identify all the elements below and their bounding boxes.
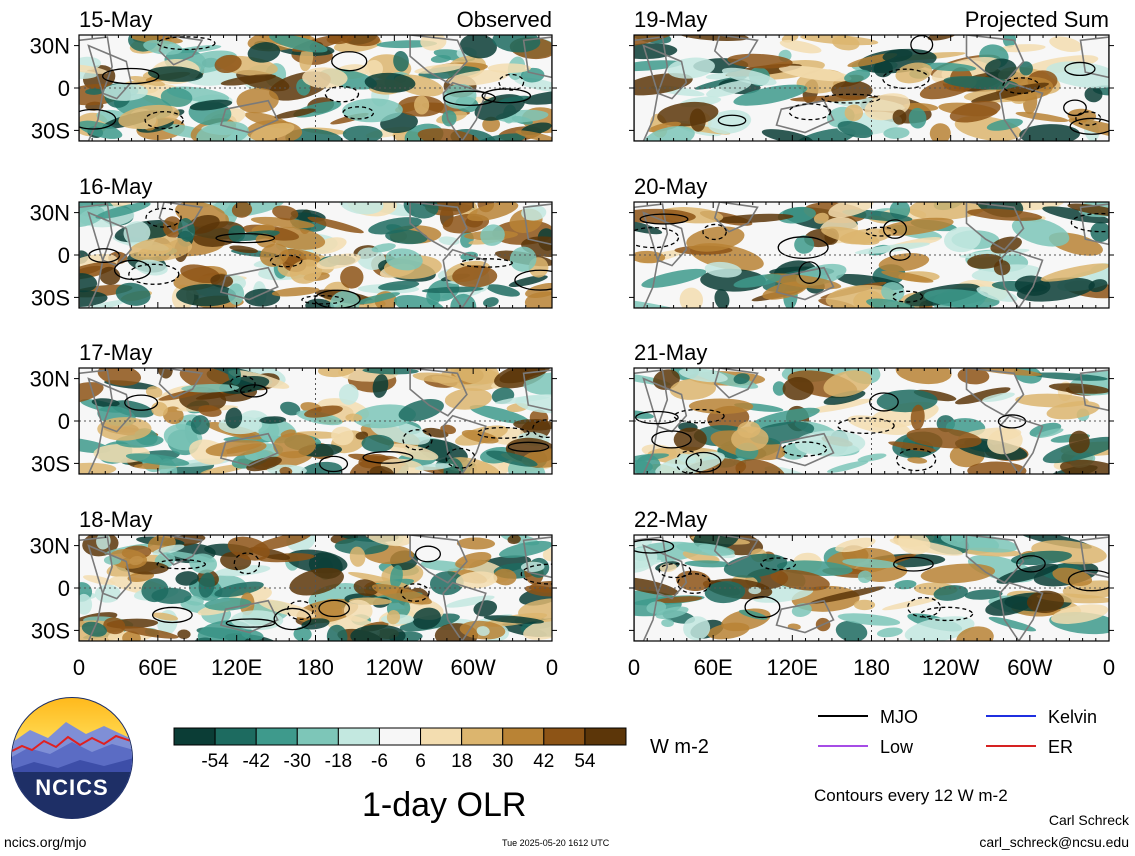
legend-label: Kelvin [1048, 707, 1097, 727]
lon-tick-label: 60W [451, 655, 496, 680]
lat-tick-label: 30S [31, 618, 70, 643]
panel-date: 17-May [79, 340, 152, 365]
lon-tick-label: 0 [546, 655, 558, 680]
legend-label: Low [880, 737, 914, 757]
panel-date: 16-May [79, 174, 152, 199]
colorbar-swatch [461, 727, 504, 746]
panel-date: 20-May [634, 174, 707, 199]
footer-email[interactable]: carl_schreck@ncsu.edu [979, 834, 1129, 850]
lon-tick-label: 60W [1007, 655, 1052, 680]
lon-tick-label: 0 [1103, 655, 1115, 680]
colorbar-tick-label: -30 [284, 751, 311, 772]
colorbar-units: W m-2 [650, 736, 709, 758]
colorbar-swatch [173, 727, 216, 746]
lat-tick-label: 30N [30, 534, 70, 559]
logo-text: NCICS [35, 775, 108, 800]
legend-label: MJO [880, 707, 918, 727]
lon-tick-label: 0 [628, 655, 640, 680]
column-title: Observed [457, 7, 552, 32]
lon-tick-label: 60E [138, 655, 177, 680]
colorbar-tick-label: -42 [242, 751, 269, 772]
ncics-logo: NCICS [11, 697, 133, 819]
lon-tick-label: 60E [694, 655, 733, 680]
lat-tick-label: 0 [58, 409, 70, 434]
lat-tick-label: 30N [30, 367, 70, 392]
chart-title: 1-day OLR [362, 786, 527, 824]
lat-tick-label: 30S [31, 118, 70, 143]
lon-tick-label: 120E [767, 655, 818, 680]
colorbar-swatch [584, 727, 627, 746]
map-panel-19-May: 19-May Projected Sum [629, 7, 1114, 142]
colorbar-tick-label: 42 [533, 751, 554, 772]
lon-tick-label: 180 [297, 655, 334, 680]
lon-tick-label: 0 [73, 655, 85, 680]
colorbar-tick-label: 6 [415, 751, 426, 772]
lat-tick-label: 30N [30, 34, 70, 59]
colorbar-swatch [502, 727, 545, 746]
legend-lines: MJO Kelvin Low ER [818, 707, 1097, 757]
footer-author: Carl Schreck [1048, 812, 1129, 828]
colorbar-tick-label: 30 [492, 751, 513, 772]
contour-note: Contours every 12 W m-2 [814, 786, 1008, 805]
colorbar-swatch [337, 727, 380, 746]
map-panel-16-May: 16-May 30N 0 30S [30, 174, 557, 310]
lon-tick-label: 180 [853, 655, 890, 680]
panel-date: 19-May [634, 7, 707, 32]
lat-tick-label: 0 [58, 576, 70, 601]
panel-date: 21-May [634, 340, 707, 365]
footer-url[interactable]: ncics.org/mjo [4, 834, 87, 850]
colorbar-swatch [255, 727, 298, 746]
map-panel-21-May: 21-May [629, 340, 1114, 475]
lon-tick-label: 120E [211, 655, 262, 680]
colorbar-swatch [378, 727, 422, 746]
lat-tick-label: 30S [31, 451, 70, 476]
map-panel-22-May: 22-May 0 60E 120E 180 120W 60W 0 [628, 507, 1115, 680]
lon-tick-label: 120W [922, 655, 980, 680]
colorbar: -54 -42 -30 -18 -6 6 18 30 42 54 [173, 727, 627, 772]
colorbar-tick-label: 18 [451, 751, 472, 772]
column-title: Projected Sum [965, 7, 1109, 32]
footer-timestamp: Tue 2025-05-20 1612 UTC [502, 838, 610, 848]
lat-tick-label: 30S [31, 285, 70, 310]
legend-label: ER [1048, 737, 1073, 757]
lat-tick-label: 0 [58, 76, 70, 101]
map-panel-20-May: 20-May [629, 174, 1114, 309]
colorbar-tick-label: -18 [325, 751, 352, 772]
colorbar-swatch [420, 727, 463, 746]
colorbar-swatch [543, 727, 586, 746]
panel-date: 22-May [634, 507, 707, 532]
lon-tick-label: 120W [366, 655, 424, 680]
colorbar-tick-label: -54 [201, 751, 229, 772]
colorbar-tick-label: -6 [371, 751, 388, 772]
map-panel-17-May: 17-May 30N 0 30S [30, 340, 557, 476]
lat-tick-label: 30N [30, 201, 70, 226]
colorbar-swatch [296, 727, 339, 746]
panel-date: 15-May [79, 7, 152, 32]
panel-date: 18-May [79, 507, 152, 532]
colorbar-tick-label: 54 [574, 751, 596, 772]
map-panel-15-May: 15-May Observed 30N 0 30S [30, 7, 557, 143]
colorbar-swatch [214, 727, 257, 746]
lat-tick-label: 0 [58, 243, 70, 268]
